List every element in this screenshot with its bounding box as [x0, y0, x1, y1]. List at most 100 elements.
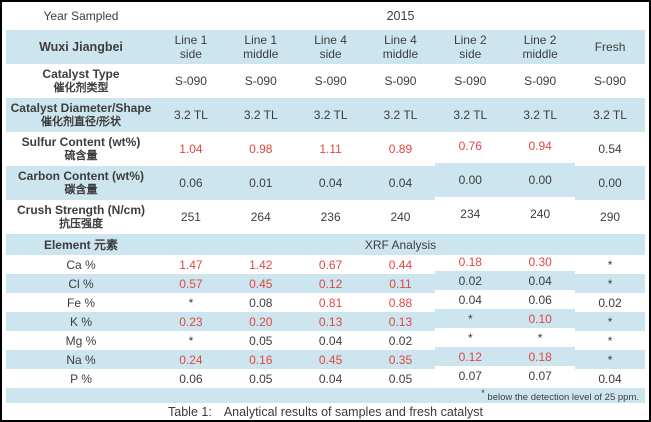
- element-row-label: Na %: [6, 350, 156, 369]
- value-cell: 240: [530, 207, 551, 221]
- site-name-label: Wuxi Jiangbei: [6, 30, 156, 64]
- table-row: Crush Strength (N/cm) 抗压强度 251 264 236 240 234…: [6, 200, 645, 234]
- element-label-zh: 元素: [94, 238, 119, 252]
- value-cell: 234: [460, 207, 481, 221]
- column-header: Line 1 middle: [225, 30, 296, 64]
- value-cell: 0.04: [318, 371, 343, 386]
- value-cell: *: [607, 257, 613, 272]
- value-cell: S-090: [524, 74, 557, 88]
- value-cell: 0.02: [598, 295, 622, 310]
- value-cell: 0.16: [225, 350, 296, 369]
- value-cell: *: [607, 333, 613, 348]
- value-cell: 0.23: [156, 312, 226, 331]
- value-cell: 236: [320, 210, 341, 224]
- footnote-text: below the detection level of 25 ppm.: [487, 392, 639, 404]
- xrf-banner-section: Element 元素 XRF Analysis: [6, 234, 645, 255]
- row-label-zh: 碳含量: [64, 183, 98, 196]
- column-header-line1: Line 2: [523, 32, 557, 47]
- value-cell: 3.2 TL: [575, 98, 645, 132]
- value-cell: 0.89: [388, 142, 413, 156]
- value-cell: 0.18: [458, 254, 482, 269]
- value-cell: *: [575, 312, 645, 331]
- value-cell: *: [537, 330, 543, 345]
- value-cell: 0.67: [318, 257, 343, 272]
- table-row: Ca % 1.47 1.42 0.67 0.44 0.18 0.30 *: [6, 255, 645, 274]
- column-header-line1: Line 4: [314, 32, 347, 47]
- value-cell: 0.18: [505, 347, 576, 366]
- value-cell: 0.13: [365, 312, 436, 331]
- column-header-line2: middle: [382, 47, 419, 61]
- value-cell: 3.2 TL: [156, 98, 226, 132]
- value-cell: 0.24: [156, 350, 226, 369]
- caption-prefix: Table 1:: [168, 404, 212, 419]
- value-cell: 0.81: [318, 295, 343, 310]
- value-cell: *: [467, 330, 473, 345]
- value-cell: 0.04: [295, 166, 366, 200]
- value-cell: 0.01: [225, 166, 296, 200]
- value-cell: 0.04: [505, 271, 576, 290]
- element-label-en: Element: [43, 238, 91, 252]
- value-cell: 0.04: [458, 292, 482, 307]
- element-row-label: Ca %: [66, 257, 96, 272]
- value-cell: 0.00: [435, 163, 506, 197]
- column-header-line2: side: [179, 47, 202, 61]
- table-row: K % 0.23 0.20 0.13 0.13 * 0.10 *: [6, 309, 645, 331]
- row-label: Catalyst Type 催化剂类型: [6, 64, 156, 98]
- value-cell: S-090: [454, 74, 487, 88]
- value-cell: 0.20: [225, 312, 296, 331]
- value-cell: 3.2 TL: [435, 98, 506, 132]
- column-header: Line 4 side: [295, 30, 366, 64]
- row-label: Crush Strength (N/cm) 抗压强度: [6, 200, 156, 234]
- element-section-label: Element 元素: [6, 234, 156, 255]
- value-cell: 0.12: [435, 347, 506, 366]
- analytical-results-table: Year Sampled 2015 Wuxi Jiangbei Line 1 si…: [6, 2, 645, 420]
- row-label-zh: 催化剂直径/形状: [40, 115, 122, 128]
- element-row-label: Fe %: [66, 295, 95, 310]
- row-label-en: Crush Strength (N/cm): [16, 203, 145, 218]
- value-cell: 0.10: [505, 309, 576, 328]
- value-cell: 0.05: [388, 371, 413, 386]
- value-cell: 3.2 TL: [365, 98, 436, 132]
- property-rows-section: Catalyst Type 催化剂类型 S-090 S-090 S-090 S-090 S-…: [6, 64, 645, 234]
- value-cell: 0.07: [458, 368, 482, 383]
- row-label-zh: 硫含量: [64, 149, 98, 162]
- value-cell: 251: [180, 210, 201, 224]
- value-cell: 0.08: [249, 295, 273, 310]
- value-cell: 0.04: [365, 166, 436, 200]
- table-row: P % 0.06 0.05 0.04 0.05 0.07 0.07 0.04: [6, 369, 645, 388]
- value-cell: S-090: [384, 74, 417, 88]
- column-header-line1: Line 4: [384, 32, 417, 47]
- value-cell: 3.2 TL: [295, 98, 366, 132]
- value-cell: 0.11: [365, 274, 436, 293]
- value-cell: 0.88: [388, 295, 413, 310]
- value-cell: 1.04: [179, 142, 203, 156]
- value-cell: S-090: [174, 74, 207, 88]
- value-cell: 0.06: [156, 166, 226, 200]
- row-label-en: Sulfur Content (wt%): [21, 135, 141, 150]
- table-row: Fe % * 0.08 0.81 0.88 0.04 0.06 0.02: [6, 293, 645, 312]
- footnote-marker: *: [481, 388, 485, 398]
- element-banner-row: Element 元素 XRF Analysis: [6, 234, 645, 255]
- value-cell: *: [575, 274, 645, 293]
- row-label-en: Catalyst Type: [42, 67, 120, 82]
- value-cell: 0.02: [388, 333, 413, 348]
- row-label-zh: 抗压强度: [59, 217, 103, 230]
- value-cell: *: [188, 333, 194, 348]
- column-header-line2: middle: [522, 47, 558, 61]
- table-row: Na % 0.24 0.16 0.45 0.35 0.12 0.18 *: [6, 347, 645, 369]
- row-label-zh: 催化剂类型: [53, 81, 109, 94]
- column-header-line1: Fresh: [594, 39, 626, 54]
- value-cell: 0.54: [598, 142, 622, 156]
- value-cell: 0.07: [528, 368, 552, 383]
- value-cell: 1.47: [179, 257, 203, 272]
- year-value: 2015: [386, 9, 415, 23]
- xrf-analysis-banner: XRF Analysis: [156, 234, 645, 255]
- value-cell: 0.06: [179, 371, 203, 386]
- column-header-line2: side: [459, 47, 482, 61]
- value-cell: 1.11: [319, 142, 342, 156]
- column-header: Line 2 middle: [505, 30, 576, 64]
- value-cell: 0.57: [156, 274, 226, 293]
- value-cell: 0.94: [528, 139, 552, 153]
- value-cell: S-090: [594, 74, 627, 88]
- year-sampled-label: Year Sampled: [43, 9, 119, 23]
